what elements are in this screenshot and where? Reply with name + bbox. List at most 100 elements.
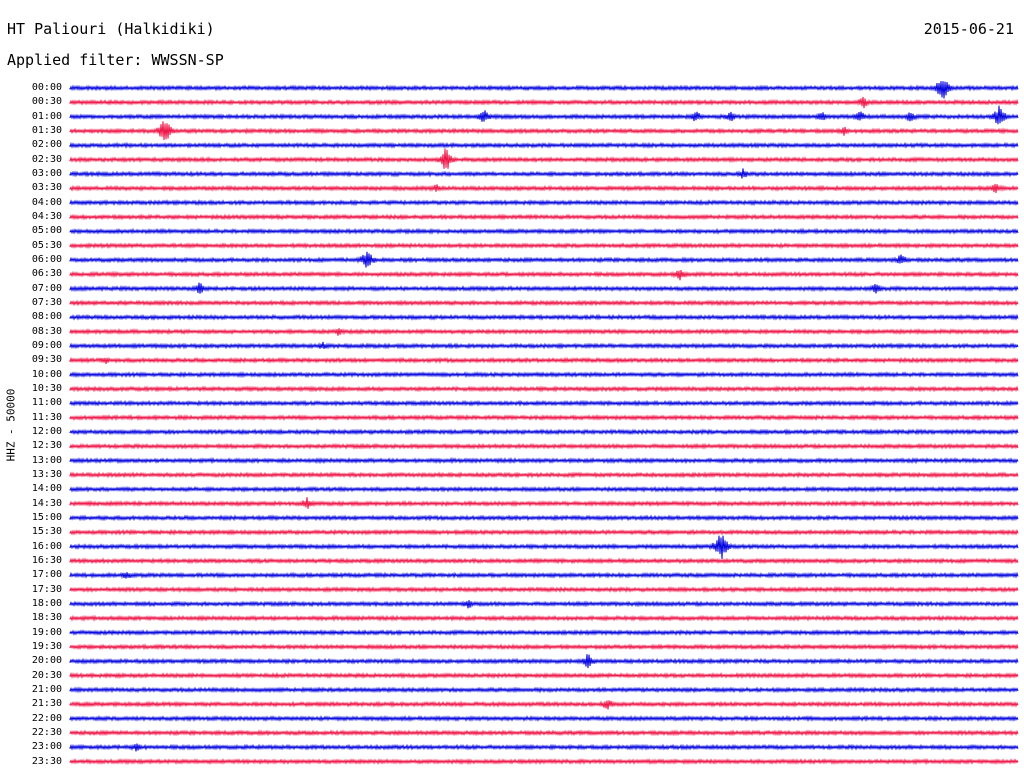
time-tick-label: 04:00: [31, 196, 62, 208]
time-tick-label: 07:30: [31, 296, 62, 308]
trace-line-0000: [69, 81, 1019, 99]
time-tick-label: 14:00: [31, 483, 62, 495]
time-tick-label: 22:00: [31, 712, 62, 724]
time-tick-label: 13:30: [31, 468, 62, 480]
trace-line-0130: [69, 121, 1019, 141]
time-tick-label: 17:00: [31, 569, 62, 581]
time-tick-label: 16:00: [31, 540, 62, 552]
trace-line-1030: [69, 385, 1019, 393]
trace-line-0100: [69, 105, 1019, 125]
trace-line-0500: [69, 227, 1019, 235]
time-tick-label: 06:00: [31, 253, 62, 265]
trace-line-0800: [69, 313, 1019, 321]
time-tick-label: 04:30: [31, 210, 62, 222]
time-tick-label: 13:00: [31, 454, 62, 466]
trace-line-0700: [69, 282, 1019, 294]
trace-line-1100: [69, 399, 1019, 407]
time-tick-label: 15:00: [31, 511, 62, 523]
trace-line-0030: [69, 96, 1019, 109]
time-tick-label: 01:00: [31, 110, 62, 122]
time-tick-label: 19:00: [31, 626, 62, 638]
time-tick-label: 12:00: [31, 425, 62, 437]
trace-line-1700: [69, 571, 1019, 579]
trace-line-1900: [69, 628, 1019, 637]
time-tick-label: 14:30: [31, 497, 62, 509]
trace-line-2100: [69, 686, 1019, 694]
time-tick-label: 11:30: [31, 411, 62, 423]
time-tick-label: 06:30: [31, 268, 62, 280]
trace-line-1300: [69, 457, 1019, 465]
time-tick-label: 18:30: [31, 612, 62, 624]
trace-line-1330: [69, 471, 1019, 479]
trace-line-1530: [69, 528, 1019, 536]
trace-line-1800: [69, 600, 1019, 609]
time-tick-label: 08:00: [31, 311, 62, 323]
time-tick-label: 05:00: [31, 225, 62, 237]
trace-line-0930: [69, 356, 1019, 364]
trace-line-2200: [69, 714, 1019, 723]
trace-line-1500: [69, 514, 1019, 522]
trace-line-0230: [69, 148, 1019, 169]
time-tick-label: 10:00: [31, 368, 62, 380]
trace-line-0900: [69, 341, 1019, 350]
time-tick-label: 22:30: [31, 726, 62, 738]
time-tick-label: 10:30: [31, 382, 62, 394]
trace-line-2030: [69, 671, 1019, 680]
time-tick-label: 15:30: [31, 526, 62, 538]
trace-line-0600: [69, 251, 1019, 268]
time-tick-label: 23:00: [31, 741, 62, 753]
trace-line-0330: [69, 183, 1019, 193]
trace-line-0400: [69, 198, 1019, 207]
trace-line-0300: [69, 168, 1019, 179]
time-tick-label: 00:30: [31, 96, 62, 108]
station-title: HT Paliouri (Halkidiki): [7, 20, 215, 38]
time-tick-label: 20:00: [31, 655, 62, 667]
trace-line-1230: [69, 442, 1019, 450]
filter-label: Applied filter: WWSSN-SP: [7, 51, 224, 69]
trace-line-0830: [69, 328, 1019, 336]
trace-line-0630: [69, 270, 1019, 281]
time-tick-label: 01:30: [31, 124, 62, 136]
trace-line-2130: [69, 700, 1019, 710]
trace-line-1630: [69, 557, 1019, 565]
trace-line-2330: [69, 757, 1019, 766]
time-tick-label: 12:30: [31, 440, 62, 452]
time-tick-label: 03:30: [31, 182, 62, 194]
trace-line-1430: [69, 497, 1019, 509]
time-tick-label: 11:00: [31, 397, 62, 409]
record-date: 2015-06-21: [923, 20, 1014, 38]
trace-line-0530: [69, 242, 1019, 250]
time-tick-label: 09:30: [31, 354, 62, 366]
trace-line-1600: [69, 535, 1019, 559]
time-tick-label: 21:30: [31, 698, 62, 710]
time-tick-label: 03:00: [31, 167, 62, 179]
trace-line-1130: [69, 413, 1019, 422]
trace-line-1730: [69, 586, 1019, 594]
time-tick-label: 19:30: [31, 640, 62, 652]
trace-line-2230: [69, 729, 1019, 737]
time-tick-label: 00:00: [31, 82, 62, 93]
time-tick-label: 02:30: [31, 153, 62, 165]
time-tick-label: 17:30: [31, 583, 62, 595]
time-tick-label: 08:30: [31, 325, 62, 337]
time-tick-label: 05:30: [31, 239, 62, 251]
trace-line-1200: [69, 428, 1019, 436]
trace-line-0730: [69, 299, 1019, 307]
time-tick-label: 02:00: [31, 139, 62, 151]
trace-line-1830: [69, 614, 1019, 622]
trace-line-1400: [69, 485, 1019, 493]
trace-line-0430: [69, 213, 1019, 221]
time-tick-label: 20:30: [31, 669, 62, 681]
trace-line-2300: [69, 743, 1019, 752]
time-tick-label: 23:30: [31, 755, 62, 767]
time-tick-label: 18:00: [31, 597, 62, 609]
time-tick-label: 21:00: [31, 683, 62, 695]
trace-line-1000: [69, 371, 1019, 379]
trace-line-0200: [69, 141, 1019, 149]
trace-line-1930: [69, 643, 1019, 651]
time-tick-label: 16:30: [31, 554, 62, 566]
trace-line-2000: [69, 654, 1019, 669]
time-tick-label: 09:00: [31, 339, 62, 351]
time-tick-label: 07:00: [31, 282, 62, 294]
